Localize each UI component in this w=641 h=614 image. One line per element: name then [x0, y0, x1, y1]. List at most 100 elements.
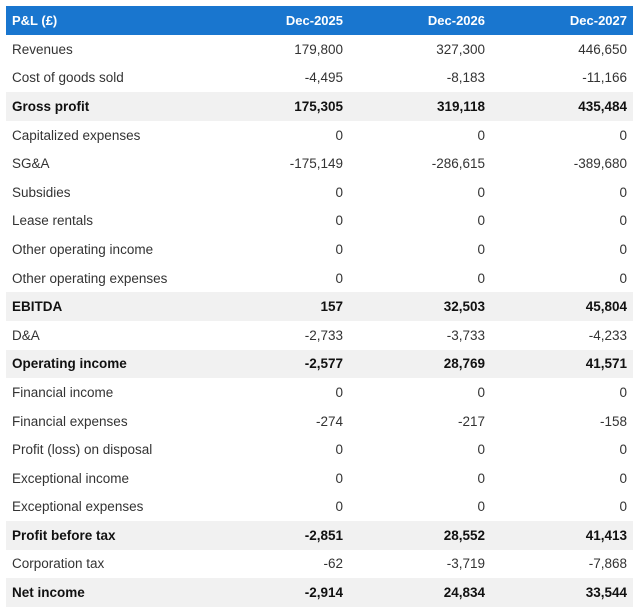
row-value: 0 — [335, 213, 343, 229]
row-label: EBITDA — [6, 292, 207, 321]
row-value: 0 — [619, 241, 627, 257]
row-value: 0 — [619, 470, 627, 486]
row-value: 0 — [335, 442, 343, 458]
table-row: Net income -2,914 24,834 33,544 — [6, 578, 633, 607]
row-label: Exceptional income — [12, 470, 130, 486]
row-value: -62 — [323, 556, 343, 572]
row-value: -217 — [457, 413, 485, 429]
row-value: -2,733 — [304, 327, 343, 343]
row-value: 0 — [619, 270, 627, 286]
row-label: Exceptional expenses — [12, 499, 144, 515]
row-value: 0 — [335, 241, 343, 257]
row-value: 0 — [477, 127, 485, 143]
table-row: Capitalized expenses 0 0 0 — [6, 121, 633, 150]
row-label: Corporation tax — [12, 556, 105, 572]
row-label: Revenues — [12, 41, 73, 57]
table-row: SG&A -175,149 -286,615 -389,680 — [6, 149, 633, 178]
row-label: Profit before tax — [6, 521, 207, 550]
table-row: D&A -2,733 -3,733 -4,233 — [6, 321, 633, 350]
row-value: 0 — [335, 184, 343, 200]
table-row: Other operating income 0 0 0 — [6, 235, 633, 264]
row-value: 0 — [619, 127, 627, 143]
row-value: -175,149 — [289, 156, 343, 172]
row-value: 28,769 — [349, 349, 491, 379]
row-value: 0 — [619, 213, 627, 229]
row-value: 0 — [335, 127, 343, 143]
row-value: -3,733 — [446, 327, 485, 343]
pl-table: P&L (£) Dec-2025 Dec-2026 Dec-2027 Reven… — [6, 6, 633, 607]
row-value: -389,680 — [573, 156, 627, 172]
row-value: 179,800 — [294, 41, 343, 57]
row-value: 32,503 — [349, 292, 491, 321]
row-value: 0 — [335, 270, 343, 286]
header-period: Dec-2026 — [349, 6, 491, 35]
row-value: 28,552 — [349, 521, 491, 550]
row-value: -286,615 — [431, 156, 485, 172]
row-label: Net income — [6, 578, 207, 607]
table-header: P&L (£) Dec-2025 Dec-2026 Dec-2027 — [6, 6, 633, 35]
row-label: Other operating expenses — [12, 270, 168, 286]
table-body: Revenues 179,800 327,300 446,650 Cost of goo… — [6, 35, 633, 607]
table-row: Lease rentals 0 0 0 — [6, 207, 633, 236]
row-value: 24,834 — [349, 578, 491, 607]
row-label: D&A — [12, 327, 40, 343]
row-value: -158 — [599, 413, 627, 429]
row-value: -3,719 — [446, 556, 485, 572]
row-value: 157 — [207, 292, 349, 321]
table-row: Exceptional expenses 0 0 0 — [6, 493, 633, 522]
row-value: -2,914 — [207, 578, 349, 607]
row-value: 0 — [477, 499, 485, 515]
row-label: Operating income — [6, 349, 207, 379]
row-value: 0 — [477, 241, 485, 257]
table-row: Other operating expenses 0 0 0 — [6, 264, 633, 293]
header-period: Dec-2025 — [207, 6, 349, 35]
row-value: 0 — [477, 442, 485, 458]
row-value: -4,233 — [588, 327, 627, 343]
row-value: -8,183 — [446, 70, 485, 86]
table-row: Revenues 179,800 327,300 446,650 — [6, 35, 633, 64]
table-row: EBITDA 157 32,503 45,804 — [6, 292, 633, 321]
header-period: Dec-2027 — [491, 6, 633, 35]
header-label: P&L (£) — [6, 6, 207, 35]
row-value: 319,118 — [349, 92, 491, 121]
row-value: -11,166 — [582, 70, 627, 86]
table-row: Gross profit 175,305 319,118 435,484 — [6, 92, 633, 121]
row-value: 41,571 — [491, 349, 633, 379]
table-row: Subsidies 0 0 0 — [6, 178, 633, 207]
row-value: 175,305 — [207, 92, 349, 121]
row-value: 0 — [477, 270, 485, 286]
row-value: 0 — [619, 499, 627, 515]
row-label: Gross profit — [6, 92, 207, 121]
table-row: Profit (loss) on disposal 0 0 0 — [6, 435, 633, 464]
row-value: -2,851 — [207, 521, 349, 550]
row-value: 435,484 — [491, 92, 633, 121]
row-label: Subsidies — [12, 184, 71, 200]
table-row: Profit before tax -2,851 28,552 41,413 — [6, 521, 633, 550]
row-value: 0 — [619, 442, 627, 458]
row-label: Capitalized expenses — [12, 127, 141, 143]
row-value: 0 — [477, 213, 485, 229]
row-value: 327,300 — [436, 41, 485, 57]
table-row: Corporation tax -62 -3,719 -7,868 — [6, 550, 633, 579]
row-value: 0 — [619, 384, 627, 400]
row-value: 0 — [477, 184, 485, 200]
row-label: Cost of goods sold — [12, 70, 124, 86]
header-row: P&L (£) Dec-2025 Dec-2026 Dec-2027 — [6, 6, 633, 35]
table-row: Financial expenses -274 -217 -158 — [6, 407, 633, 436]
row-value: 0 — [335, 470, 343, 486]
table-row: Financial income 0 0 0 — [6, 378, 633, 407]
row-value: -2,577 — [207, 349, 349, 379]
table-row: Cost of goods sold -4,495 -8,183 -11,166 — [6, 64, 633, 93]
row-value: -4,495 — [304, 70, 343, 86]
row-value: 41,413 — [491, 521, 633, 550]
row-label: Lease rentals — [12, 213, 94, 229]
row-label: SG&A — [12, 156, 50, 172]
row-label: Financial income — [12, 384, 114, 400]
row-value: 446,650 — [578, 41, 627, 57]
row-value: 45,804 — [491, 292, 633, 321]
row-value: 33,544 — [491, 578, 633, 607]
row-value: -274 — [315, 413, 343, 429]
row-label: Financial expenses — [12, 413, 128, 429]
row-value: 0 — [619, 184, 627, 200]
table-row: Exceptional income 0 0 0 — [6, 464, 633, 493]
